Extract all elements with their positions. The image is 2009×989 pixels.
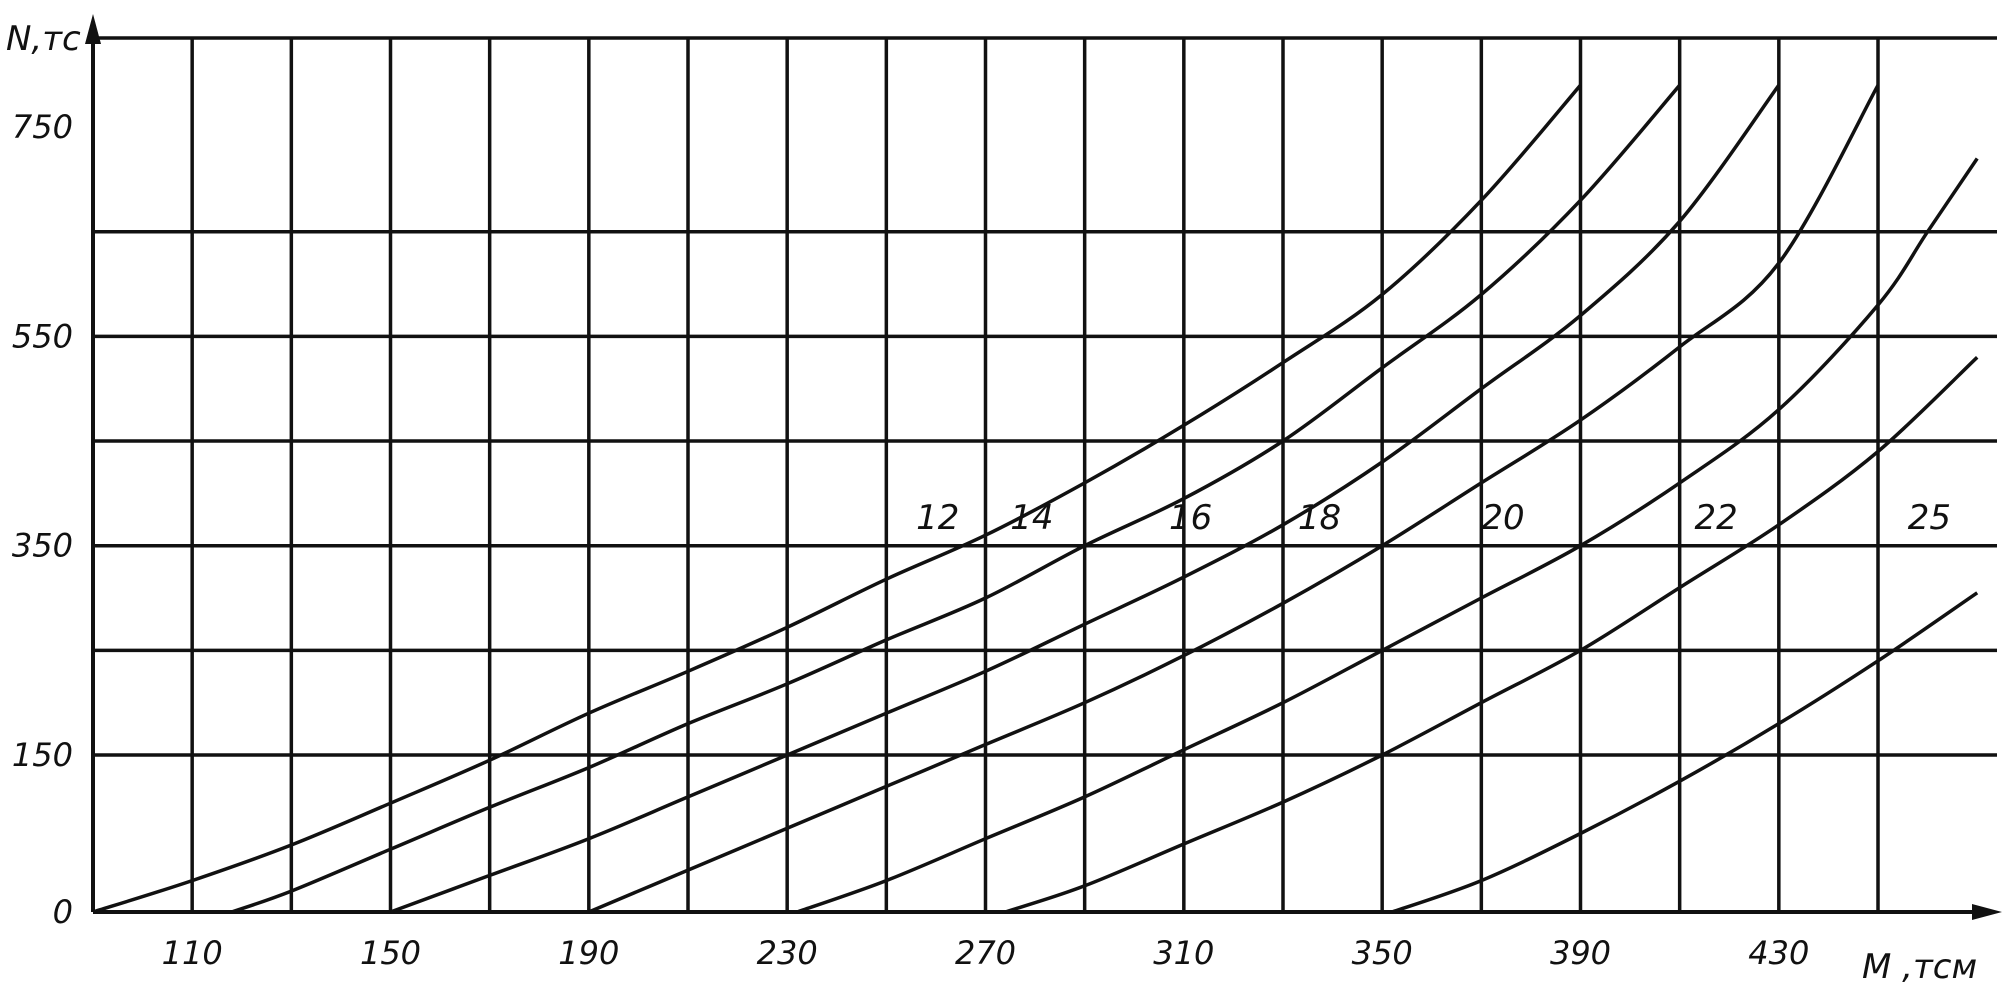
series-line-18: [588, 84, 1880, 914]
x-axis-arrow: [1972, 904, 2002, 920]
y-axis-arrow: [85, 14, 101, 44]
y-axis-title: N,тс: [6, 19, 81, 59]
x-tick-label: 390: [1550, 934, 1611, 972]
series-label-22: 22: [1695, 498, 1738, 538]
series-line-20: [796, 157, 1979, 914]
series-line-25: [1391, 591, 1979, 914]
series-line-22: [1004, 356, 1979, 914]
y-tick-label: 350: [12, 527, 73, 565]
series-label-16: 16: [1169, 498, 1212, 538]
series-label-14: 14: [1010, 498, 1053, 538]
x-tick-label: 430: [1748, 934, 1809, 972]
y-tick-label: 750: [12, 108, 73, 146]
x-tick-label: 310: [1153, 934, 1214, 972]
x-tick-label: 190: [558, 934, 619, 972]
series-line-12: [92, 84, 1582, 914]
y-tick-label: 150: [12, 736, 73, 774]
x-tick-label: 110: [162, 934, 223, 972]
x-tick-label: 230: [757, 934, 818, 972]
x-tick-label: 150: [360, 934, 421, 972]
series-lines: [92, 84, 1979, 914]
y-tick-label: 0: [53, 893, 73, 931]
tick-labels: 110 150 190 230 270 310 350 390 430 0 150 350 550 750: [12, 108, 1809, 972]
series-label-25: 25: [1908, 498, 1951, 538]
series-line-16: [389, 84, 1781, 914]
series-label-20: 20: [1481, 498, 1524, 538]
grid-lines: [91, 36, 1997, 912]
x-axis-title: M ,тсм: [1862, 947, 1977, 987]
series-label-12: 12: [916, 498, 959, 538]
series-line-14: [231, 84, 1682, 914]
series-label-18: 18: [1298, 498, 1341, 538]
axes: [85, 14, 2002, 920]
y-tick-label: 550: [12, 317, 73, 355]
series-labels: 12 14 16 18 20 22 25: [916, 498, 1951, 538]
x-tick-label: 350: [1352, 934, 1413, 972]
x-tick-label: 270: [955, 934, 1016, 972]
